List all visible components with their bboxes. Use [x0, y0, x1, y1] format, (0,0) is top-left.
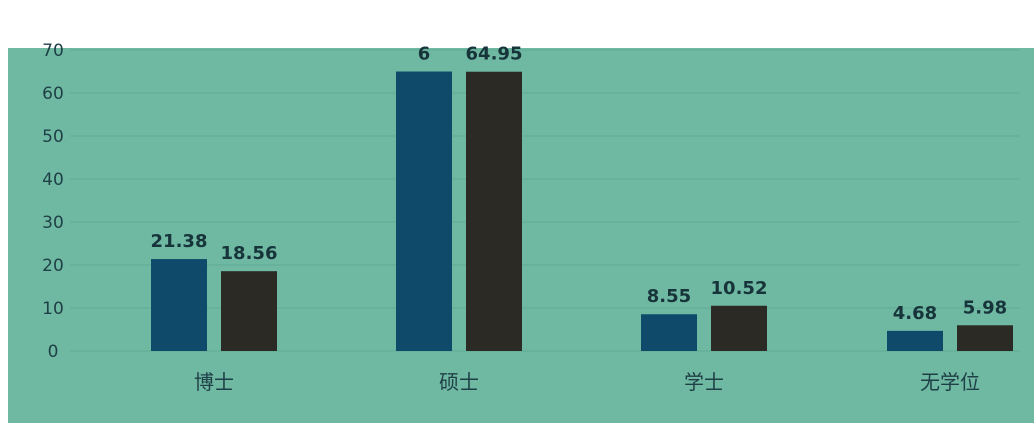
data-label: 4.68	[893, 303, 937, 324]
bar-series2-2	[711, 305, 767, 351]
y-tick-label: 30	[42, 213, 64, 233]
category-label: 博士	[194, 370, 234, 394]
y-tick-label: 20	[42, 256, 64, 276]
bar-series1-1	[396, 71, 452, 351]
bar-series2-0	[221, 271, 277, 351]
category-label: 硕士	[439, 370, 479, 394]
bar-series1-2	[641, 314, 697, 351]
y-tick-label: 50	[42, 127, 64, 147]
data-labels: 21.38 6 8.55 4.68 18.56 64.95 10.52 5.98	[151, 44, 1008, 324]
bars	[151, 71, 1013, 351]
category-label: 学士	[684, 370, 724, 394]
bar-series1-3	[887, 330, 943, 351]
bar-series1-0	[151, 259, 207, 351]
y-tick-label: 60	[42, 84, 64, 104]
data-label: 8.55	[647, 286, 691, 307]
data-label: 18.56	[221, 243, 278, 264]
data-label: 21.38	[151, 231, 208, 252]
bar-series2-1	[466, 71, 522, 351]
data-label: 64.95	[466, 44, 523, 65]
data-label: 6	[418, 44, 431, 65]
y-tick-label: 70	[42, 41, 64, 61]
x-axis: 博士 硕士 学士 无学位	[194, 370, 980, 394]
data-label: 10.52	[711, 278, 768, 299]
y-tick-label: 40	[42, 170, 64, 190]
y-tick-label: 10	[42, 299, 64, 319]
bar-series2-3	[957, 325, 1013, 351]
y-tick-label: 0	[48, 342, 59, 362]
category-label: 无学位	[920, 370, 980, 394]
data-label: 5.98	[963, 297, 1007, 318]
y-axis: 0 10 20 30 40 50 60 70	[42, 41, 64, 362]
